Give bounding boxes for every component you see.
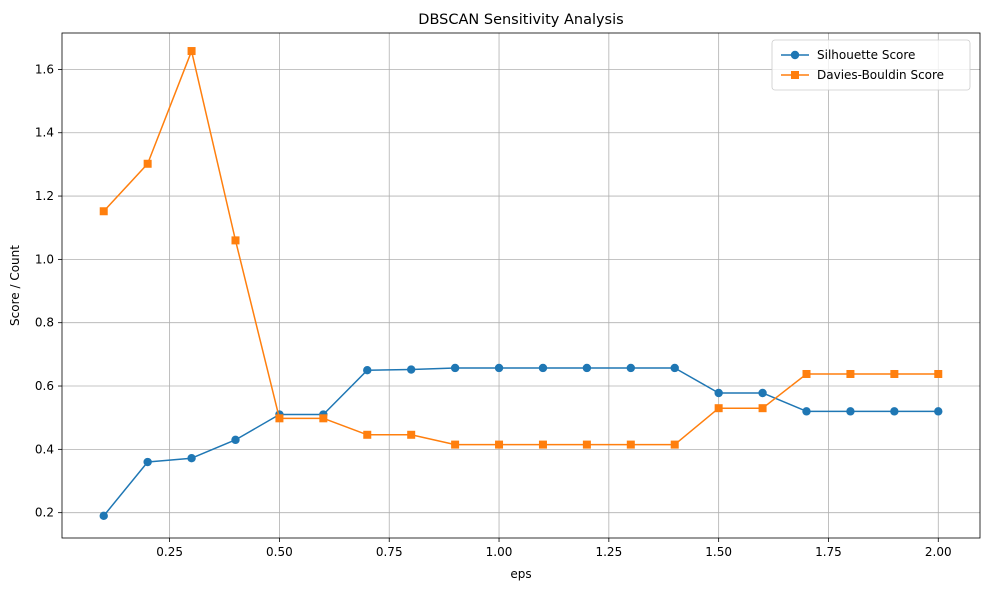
- data-point-davies-bouldin-score: [626, 440, 635, 449]
- data-point-davies-bouldin-score: [495, 440, 504, 449]
- legend-label: Silhouette Score: [817, 48, 915, 62]
- legend-label: Davies-Bouldin Score: [817, 68, 944, 82]
- data-point-davies-bouldin-score: [802, 369, 811, 378]
- series-davies-bouldin-score: [99, 47, 943, 449]
- data-point-silhouette-score: [670, 363, 679, 373]
- data-point-silhouette-score: [99, 511, 108, 521]
- data-point-davies-bouldin-score: [99, 207, 108, 216]
- y-tick-label: 0.6: [35, 379, 54, 393]
- data-point-davies-bouldin-score: [846, 369, 855, 378]
- data-point-silhouette-score: [802, 407, 811, 416]
- data-point-davies-bouldin-score: [187, 47, 196, 56]
- x-tick-label: 0.75: [376, 545, 403, 559]
- legend-marker: [790, 50, 800, 60]
- data-point-silhouette-score: [406, 365, 416, 374]
- data-point-davies-bouldin-score: [231, 236, 240, 245]
- y-tick-label: 1.0: [35, 252, 54, 266]
- data-point-silhouette-score: [450, 363, 460, 373]
- y-tick-label: 0.4: [35, 442, 54, 456]
- y-tick-label: 1.2: [35, 189, 54, 203]
- y-tick-label: 1.6: [35, 62, 54, 76]
- data-point-davies-bouldin-score: [670, 440, 679, 449]
- data-point-davies-bouldin-score: [143, 159, 152, 168]
- data-point-silhouette-score: [363, 365, 372, 375]
- data-point-davies-bouldin-score: [934, 369, 943, 378]
- axis-ticks: 0.25 0.50 0.75 1.00 1.25 1.50 1.75 2.00 0.2 0.4 0.…: [35, 62, 952, 559]
- data-point-davies-bouldin-score: [275, 414, 284, 423]
- data-point-silhouette-score: [890, 407, 899, 416]
- legend-marker: [791, 71, 799, 79]
- x-tick-label: 0.25: [156, 545, 183, 559]
- y-tick-label: 0.2: [35, 506, 54, 520]
- data-point-silhouette-score: [626, 363, 636, 373]
- x-tick-label: 2.00: [925, 545, 952, 559]
- data-point-silhouette-score: [538, 363, 548, 373]
- data-point-davies-bouldin-score: [538, 440, 547, 449]
- data-point-davies-bouldin-score: [582, 440, 591, 449]
- data-point-silhouette-score: [494, 363, 504, 373]
- legend-item-silhouette-score: Silhouette Score: [781, 48, 915, 62]
- y-tick-label: 1.4: [35, 126, 54, 140]
- data-point-davies-bouldin-score: [714, 404, 723, 413]
- legend-item-davies-bouldin-score: Davies-Bouldin Score: [781, 68, 944, 82]
- series-silhouette-score: [99, 363, 943, 521]
- x-tick-label: 1.75: [815, 545, 842, 559]
- y-tick-label: 0.8: [35, 316, 54, 330]
- y-axis-label: Score / Count: [8, 245, 22, 326]
- x-tick-label: 0.50: [266, 545, 293, 559]
- data-point-davies-bouldin-score: [363, 430, 372, 439]
- plot-frame: [61, 32, 981, 539]
- series-group: [99, 47, 943, 521]
- x-tick-label: 1.25: [595, 545, 622, 559]
- data-point-silhouette-score: [846, 407, 855, 416]
- data-point-silhouette-score: [934, 407, 943, 416]
- data-point-silhouette-score: [714, 388, 723, 398]
- grid: [62, 33, 980, 538]
- chart-title: DBSCAN Sensitivity Analysis: [418, 12, 623, 28]
- series-line-silhouette-score: [103, 367, 939, 517]
- series-line-davies-bouldin-score: [103, 50, 939, 446]
- data-point-silhouette-score: [187, 454, 196, 463]
- x-axis-label: eps: [510, 567, 531, 581]
- data-point-davies-bouldin-score: [451, 440, 460, 449]
- data-point-davies-bouldin-score: [890, 369, 899, 378]
- x-tick-label: 1.50: [705, 545, 732, 559]
- data-point-silhouette-score: [758, 388, 767, 398]
- data-point-silhouette-score: [582, 363, 592, 373]
- data-point-silhouette-score: [231, 435, 240, 445]
- legend-box: [771, 39, 971, 91]
- data-point-davies-bouldin-score: [758, 404, 767, 413]
- data-point-silhouette-score: [143, 457, 152, 467]
- data-point-davies-bouldin-score: [407, 430, 416, 439]
- x-tick-label: 1.00: [486, 545, 513, 559]
- legend: Silhouette Score Davies-Bouldin Score: [771, 39, 971, 91]
- data-point-davies-bouldin-score: [319, 414, 328, 423]
